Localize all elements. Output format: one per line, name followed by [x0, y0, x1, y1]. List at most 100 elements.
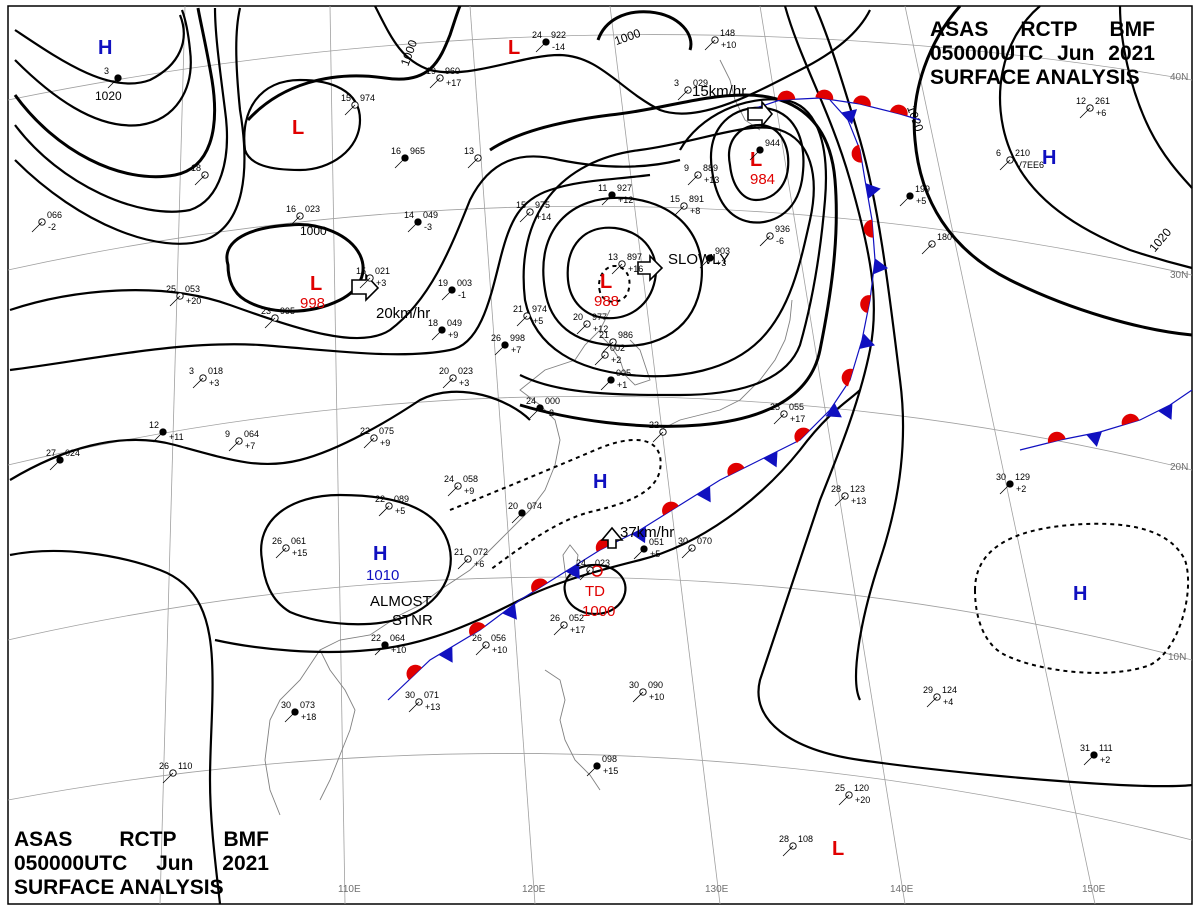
station-tendency: +3 [209, 378, 219, 388]
dashed-isobar [449, 439, 662, 571]
station-plot: 24 023 [576, 558, 610, 581]
station-tendency: +5 [650, 549, 660, 559]
motion-label-group: 15km/hr SLOWLY 20km/hr 37km/hr ALMOST ST… [370, 83, 746, 629]
wind-barb [107, 77, 119, 89]
station-plot: 27 024 [46, 448, 80, 471]
station-temperature: 3 [674, 78, 679, 88]
station-temperature: 11 [598, 183, 607, 193]
station-temperature: 14 [404, 210, 414, 220]
isobar [14, 7, 246, 245]
dashed-isobars [449, 264, 1189, 674]
wind-barb [838, 794, 850, 806]
station-temperature: 24 [444, 474, 454, 484]
station-plot: 30 071 +13 [405, 690, 440, 713]
station-pressure: 891 [689, 194, 704, 204]
wind-barb [632, 691, 644, 703]
wind-barb [363, 437, 375, 449]
cold-front-triangle [859, 333, 876, 350]
station-temperature: 9 [684, 163, 689, 173]
header-title: SURFACE ANALYSIS [930, 66, 1140, 89]
isobar-label: 1020 [1146, 225, 1174, 255]
motion-label: STNR [392, 612, 433, 629]
cold-front-triangle [825, 402, 842, 418]
station-plot: 15 891 +8 [670, 194, 704, 217]
lon-line-120e [469, 5, 536, 905]
graticule [7, 5, 1193, 905]
warm-front-semicircle [531, 578, 548, 593]
header-year: 2021 [222, 852, 269, 875]
station-tendency: +15 [603, 766, 618, 776]
station-tendency: +9 [464, 486, 474, 496]
station-temperature: 26 [472, 633, 482, 643]
wind-barb [600, 379, 612, 391]
coast-japan [659, 299, 793, 431]
header-row: 050000UTC Jun 2021 [930, 42, 1155, 66]
low-center-value: 998 [300, 295, 325, 312]
station-plot: 051+5 [633, 537, 664, 560]
station-pressure: 180 [937, 232, 952, 242]
station-tendency: +7 [511, 345, 521, 355]
station-temperature: 3 [189, 366, 194, 376]
station-plot: 15 021 +3 [356, 266, 390, 289]
cold-front-triangle [763, 451, 778, 468]
station-plot: 26 061 +15 [272, 536, 307, 559]
station-temperature: 6 [996, 148, 1001, 158]
wind-barb [921, 243, 933, 255]
wind-barb [394, 157, 406, 169]
wind-barb [447, 485, 459, 497]
header-bmf: BMF [1109, 18, 1156, 41]
lat-label: 10N [1168, 652, 1186, 663]
station-temperature: 22 [360, 426, 370, 436]
motion-arrow [637, 254, 664, 282]
wind-barb [359, 277, 371, 289]
wind-barb [49, 459, 61, 471]
wind-barb [169, 295, 181, 307]
station-temperature: 20 [439, 366, 449, 376]
station-temperature: 25 [166, 284, 176, 294]
station-temperature: 30 [996, 472, 1006, 482]
station-temperature: 22 [649, 420, 659, 430]
isobar-label: 1020 [95, 89, 122, 103]
station-tendency: +3 [376, 278, 386, 288]
station-temperature: 24 [576, 558, 586, 568]
wind-barb [673, 205, 685, 217]
isobar [727, 123, 790, 202]
station-temperature: 18 [191, 163, 201, 173]
wind-barb [999, 483, 1011, 495]
header-title: SURFACE ANALYSIS [14, 876, 224, 899]
station-tendency: +20 [186, 296, 201, 306]
cold-front-triangle [1086, 431, 1102, 447]
station-plot: 24 000 -2 [526, 396, 560, 419]
station-pressure: 023 [595, 558, 610, 568]
pressure-centers: H L L L 998 L 988 L 984 H H H 1010 TD 10… [98, 37, 1087, 860]
header-month: Jun [1057, 42, 1095, 65]
wind-barb [467, 157, 479, 169]
station-pressure: 064 [390, 633, 405, 643]
wind-barb [1079, 107, 1091, 119]
station-pressure: 903 [715, 246, 730, 256]
station-plot: 25 120 +20 [835, 783, 870, 806]
station-temperature: 20 [573, 312, 583, 322]
wind-barb [289, 215, 301, 227]
station-tendency: -1 [458, 290, 466, 300]
station-plot: 005+1 [600, 368, 631, 391]
wind-barb [152, 431, 164, 443]
high-center-symbol: H [593, 471, 607, 493]
front-line [1019, 389, 1193, 451]
station-tendency: +18 [301, 712, 316, 722]
station-temperature: 21 [599, 330, 609, 340]
station-plot: 25 053 +20 [166, 284, 201, 307]
station-tendency: +17 [570, 625, 585, 635]
station-temperature: 27 [46, 448, 56, 458]
station-tendency: +1 [617, 380, 627, 390]
station-temperature: 30 [281, 700, 291, 710]
station-plot: 21 986 [599, 330, 633, 353]
station-temperature: 28 [831, 484, 841, 494]
cold-front-triangle [1158, 403, 1173, 420]
isobar-label: 1000 [613, 26, 643, 48]
station-plot: 24 922 -14 [532, 30, 566, 53]
cold-front-triangle [841, 109, 858, 125]
fronts [387, 89, 1193, 701]
motion-arrow [600, 526, 624, 549]
